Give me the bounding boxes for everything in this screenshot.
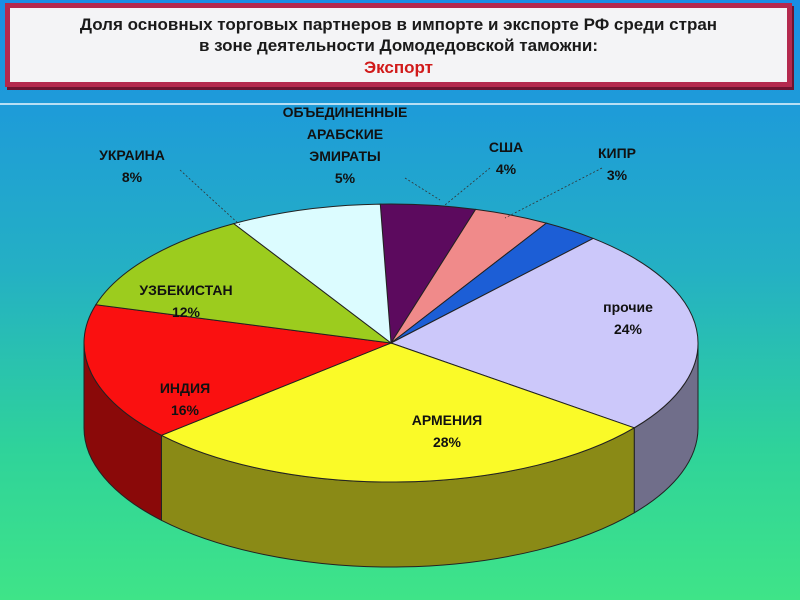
title-box: Доля основных торговых партнеров в импор… xyxy=(5,3,792,87)
slice-label-0: ОБЪЕДИНЕННЫЕ АРАБСКИЕ ЭМИРАТЫ 5% xyxy=(283,104,408,186)
slice-6 xyxy=(95,223,393,344)
leader-line-0 xyxy=(404,177,441,201)
divider-line xyxy=(0,103,800,105)
slice-name-0: АРАБСКИЕ xyxy=(307,126,383,142)
slice-name-5: ИНДИЯ xyxy=(160,380,210,396)
slice-name-3: прочие xyxy=(603,299,653,315)
slice-percent-6: 12% xyxy=(172,304,201,320)
slice-label-2: КИПР 3% xyxy=(598,145,636,183)
leader-line-7 xyxy=(179,169,241,226)
slice-label-4: АРМЕНИЯ 28% xyxy=(412,412,483,450)
slice-label-5: ИНДИЯ 16% xyxy=(160,380,210,418)
slice-percent-4: 28% xyxy=(433,434,462,450)
slice-5 xyxy=(83,304,393,436)
label-leaders xyxy=(179,167,603,226)
slice-name-0: ЭМИРАТЫ xyxy=(309,148,380,164)
slice-label-3: прочие 24% xyxy=(603,299,653,337)
slice-name-7: УКРАИНА xyxy=(99,147,165,163)
slice-percent-1: 4% xyxy=(496,161,517,177)
chart-title-line2: в зоне деятельности Домодедовской таможн… xyxy=(198,36,599,55)
slice-percent-5: 16% xyxy=(171,402,200,418)
chart-title-line1: Доля основных торговых партнеров в импор… xyxy=(79,15,718,34)
slice-labels: ОБЪЕДИНЕННЫЕ АРАБСКИЕ ЭМИРАТЫ 5% США 4% КИПР 3%… xyxy=(99,104,653,450)
slice-label-6: УЗБЕКИСТАН 12% xyxy=(139,282,232,320)
slice-label-1: США 4% xyxy=(489,139,523,177)
slice-4 xyxy=(160,342,636,483)
slice-percent-0: 5% xyxy=(335,170,356,186)
leader-line-2 xyxy=(504,167,603,219)
pie-tops xyxy=(83,203,699,483)
slice-name-1: США xyxy=(489,139,523,155)
slice-percent-7: 8% xyxy=(122,169,143,185)
slice-7 xyxy=(232,203,392,345)
slice-3 xyxy=(389,237,699,429)
chart-subtitle: Экспорт xyxy=(364,58,433,77)
slice-percent-2: 3% xyxy=(607,167,628,183)
slice-name-0: ОБЪЕДИНЕННЫЕ xyxy=(283,104,408,120)
slice-name-6: УЗБЕКИСТАН xyxy=(139,282,232,298)
slice-name-2: КИПР xyxy=(598,145,636,161)
pie-sides xyxy=(83,342,699,568)
slice-percent-3: 24% xyxy=(614,321,643,337)
leader-line-1 xyxy=(444,167,491,206)
slice-name-4: АРМЕНИЯ xyxy=(412,412,483,428)
slice-label-7: УКРАИНА 8% xyxy=(99,147,165,185)
